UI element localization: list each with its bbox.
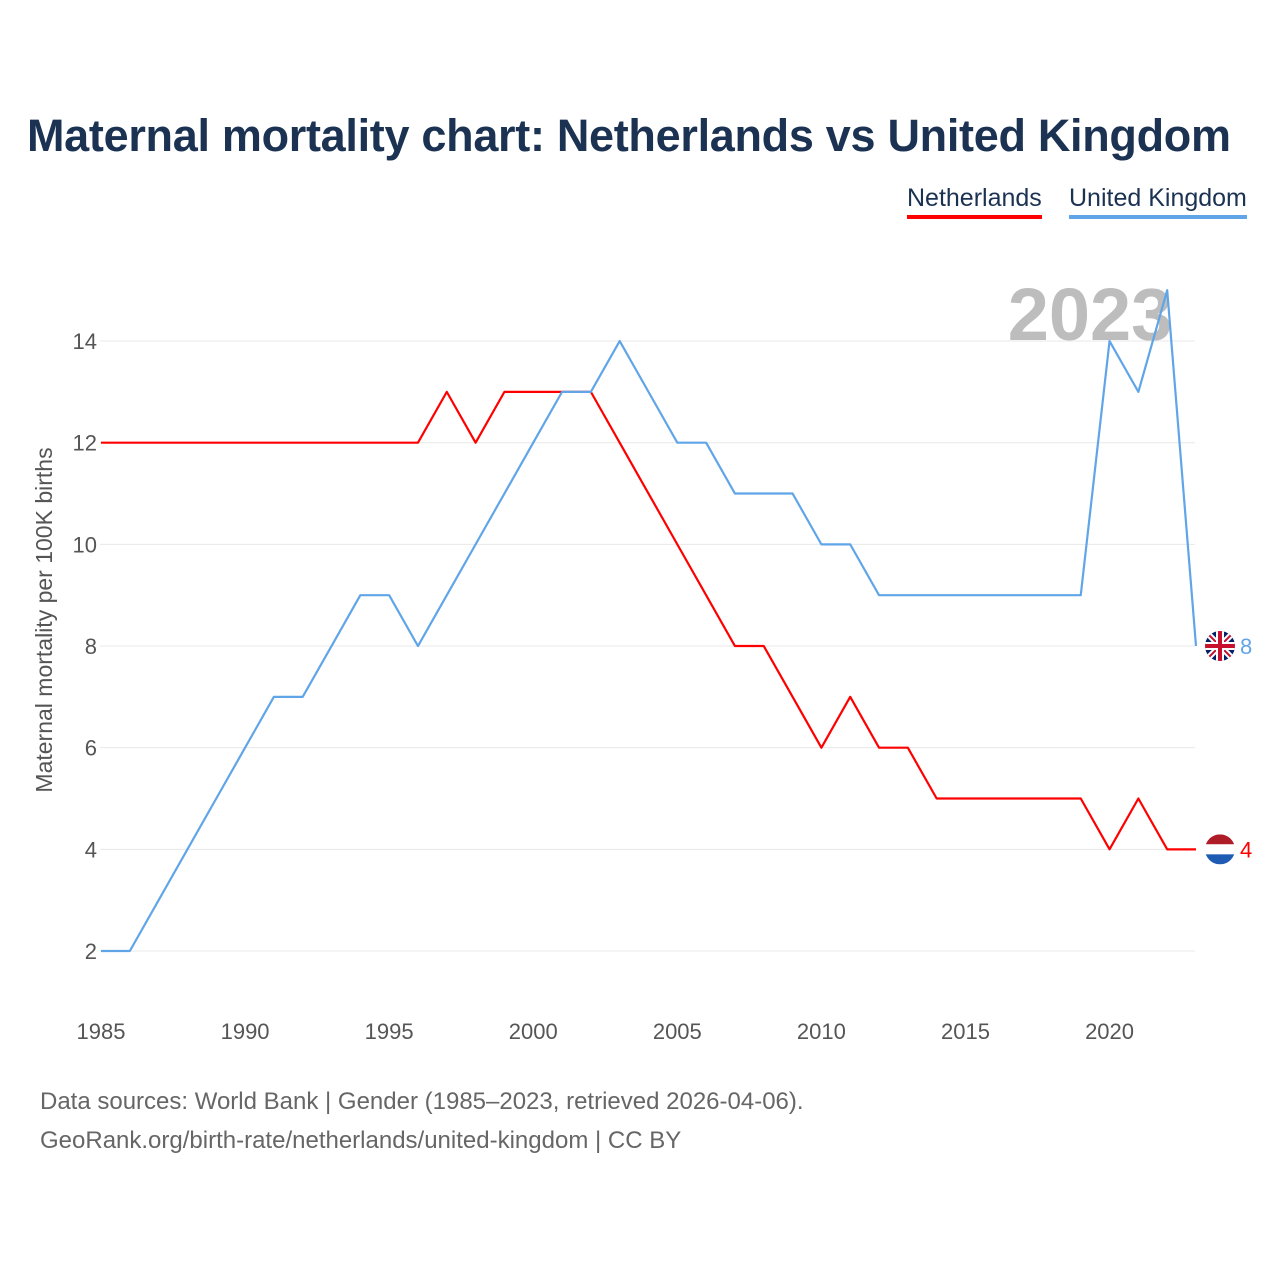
end-value-label: 8 — [1240, 634, 1252, 659]
year-watermark: 2023 — [1008, 273, 1173, 356]
y-tick-label: 8 — [85, 634, 97, 659]
chart-title: Maternal mortality chart: Netherlands vs… — [27, 110, 1231, 161]
y-tick-label: 14 — [73, 329, 97, 354]
x-tick-label: 2010 — [797, 1019, 846, 1044]
flag-stripe — [1205, 834, 1235, 845]
x-tick-label: 1990 — [221, 1019, 270, 1044]
series-line-united-kingdom — [101, 289, 1198, 953]
y-tick-label: 2 — [85, 939, 97, 964]
x-tick-label: 2015 — [941, 1019, 990, 1044]
end-value-label: 4 — [1240, 837, 1252, 862]
uk-flag-icon — [1205, 631, 1235, 662]
y-tick-label: 10 — [73, 532, 97, 557]
legend-united-kingdom[interactable]: United Kingdom — [1069, 184, 1247, 219]
footer-sources: Data sources: World Bank | Gender (1985–… — [40, 1088, 804, 1115]
x-tick-label: 2020 — [1085, 1019, 1134, 1044]
x-tick-label: 2005 — [653, 1019, 702, 1044]
flag-body — [1205, 834, 1235, 865]
y-tick-label: 4 — [85, 837, 97, 862]
y-tick-label: 6 — [85, 736, 97, 761]
x-tick-label: 1985 — [77, 1019, 126, 1044]
x-tick-label: 2000 — [509, 1019, 558, 1044]
y-tick-label: 12 — [73, 431, 97, 456]
footer-url: GeoRank.org/birth-rate/netherlands/unite… — [40, 1127, 682, 1154]
flag-cross-red — [1205, 631, 1235, 662]
netherlands-flag-icon — [1205, 834, 1235, 865]
series-line-netherlands — [101, 390, 1196, 851]
y-axis-label: Maternal mortality per 100K births — [31, 447, 57, 792]
legend-netherlands[interactable]: Netherlands — [907, 184, 1042, 219]
flag-stripe — [1205, 854, 1235, 865]
flag-body — [1205, 631, 1235, 662]
x-tick-label: 1995 — [365, 1019, 414, 1044]
flag-stripe — [1205, 844, 1235, 855]
